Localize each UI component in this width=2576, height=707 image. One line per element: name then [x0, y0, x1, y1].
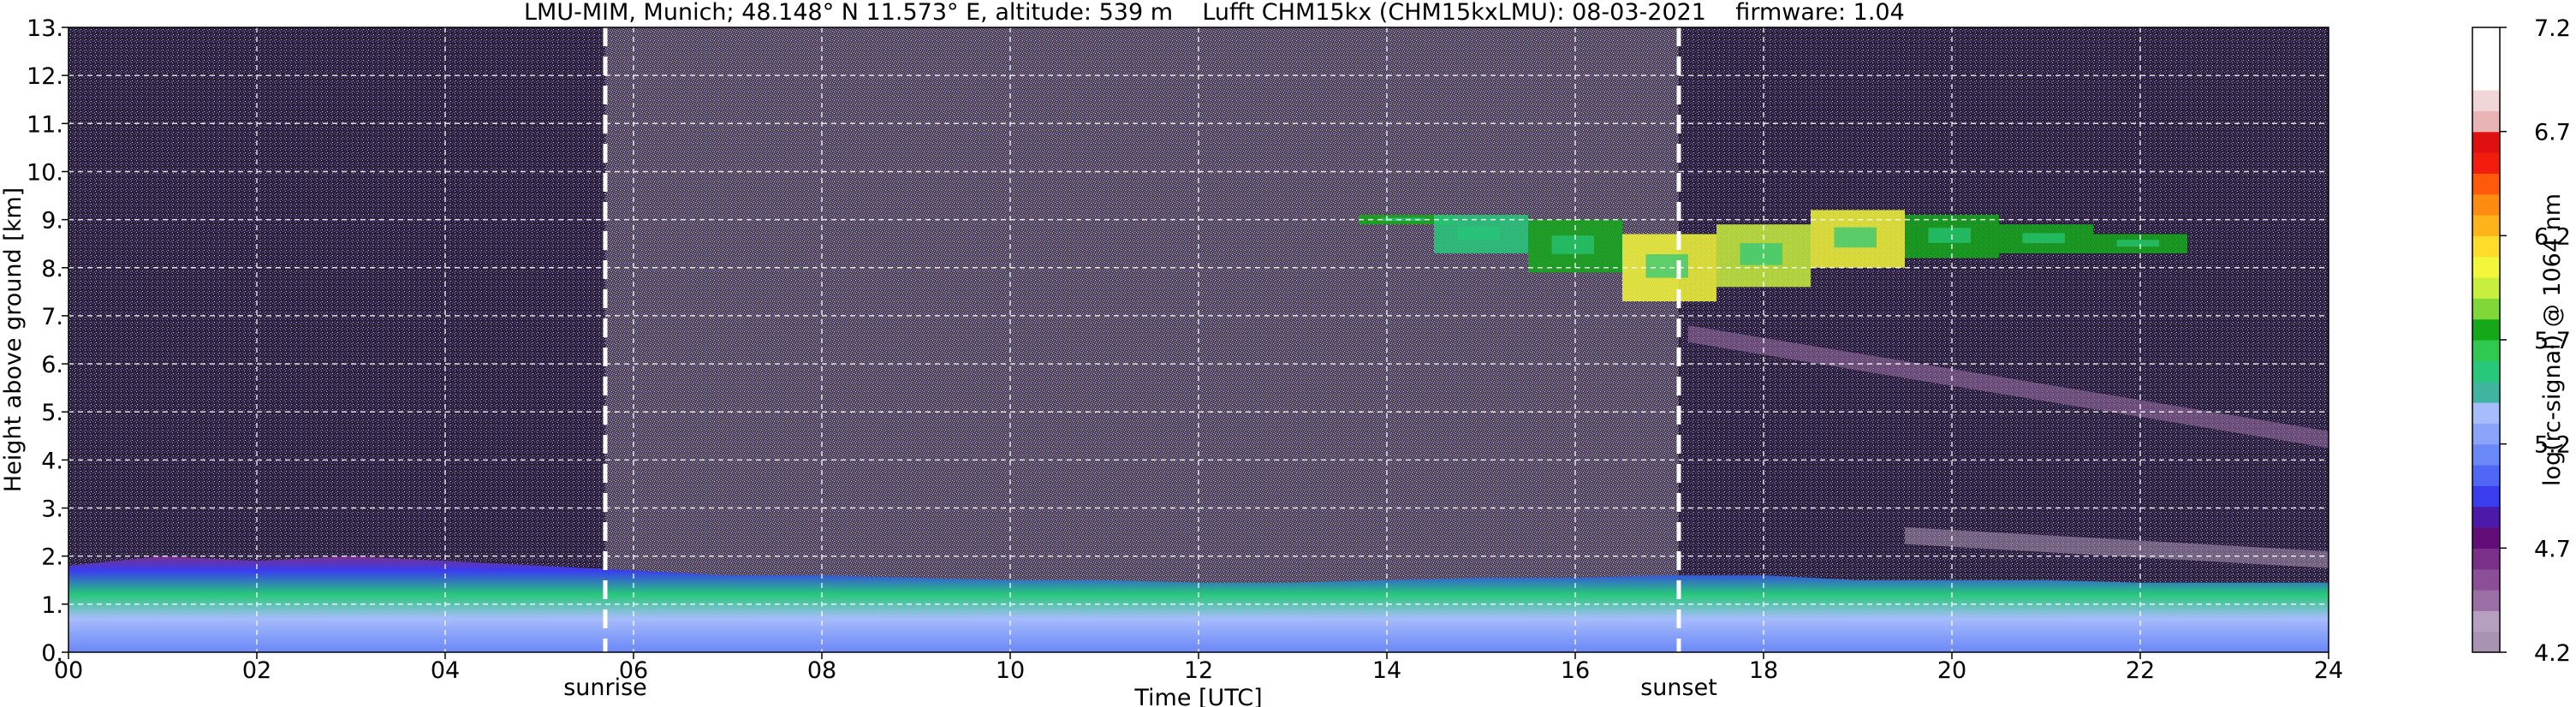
- colorbar-segment: [2472, 48, 2500, 70]
- colorbar-segment: [2472, 527, 2500, 549]
- colorbar-segment: [2472, 402, 2500, 424]
- sun-event-label: sunrise: [563, 674, 647, 701]
- colorbar-segment: [2472, 381, 2500, 403]
- cirrus-core: [1740, 243, 1782, 265]
- aerosol-layer: [1905, 527, 2329, 568]
- colorbar-segment: [2472, 485, 2500, 508]
- colorbar-segment: [2472, 548, 2500, 570]
- colorbar-segment: [2472, 173, 2500, 195]
- x-tick-label: 22: [2126, 657, 2155, 684]
- colorbar-segment: [2472, 298, 2500, 320]
- x-tick-label: 24: [2314, 657, 2343, 684]
- x-tick-label: 10: [996, 657, 1025, 684]
- colorbar-segment: [2472, 193, 2500, 216]
- colorbar-segment: [2472, 27, 2500, 49]
- colorbar-segment: [2472, 318, 2500, 341]
- y-tick-label: 13.: [27, 15, 63, 42]
- colorbar-segment: [2472, 110, 2500, 133]
- y-tick-label: 7.: [41, 304, 63, 330]
- cirrus-core: [1834, 227, 1877, 248]
- aerosol-layer: [1688, 325, 2329, 449]
- cirrus-core: [1551, 235, 1594, 254]
- y-tick-label: 0.: [41, 640, 63, 667]
- y-tick-label: 4.: [41, 448, 63, 474]
- y-axis-label: Height above ground [km]: [0, 187, 27, 492]
- y-tick-label: 1.: [41, 592, 63, 619]
- colorbar-label: log(rc-signal) @ 1064 nm: [2539, 193, 2566, 486]
- colorbar-segment: [2472, 610, 2500, 633]
- colorbar-segment: [2472, 152, 2500, 174]
- x-tick-label: 02: [242, 657, 271, 684]
- x-tick-label: 20: [1937, 657, 1966, 684]
- y-tick-label: 11.: [27, 111, 63, 138]
- cirrus-core: [1645, 254, 1688, 278]
- colorbar-segment: [2472, 443, 2500, 466]
- cirrus-core: [2022, 233, 2065, 244]
- colorbar-tick-label: 4.2: [2534, 640, 2571, 667]
- y-tick-label: 12.: [27, 63, 63, 90]
- colorbar-tick-label: 6.7: [2534, 120, 2571, 146]
- cirrus-core: [1457, 226, 1500, 241]
- x-tick-label: 12: [1184, 657, 1213, 684]
- x-tick-label: 08: [807, 657, 836, 684]
- colorbar-tick-label: 5.7: [2534, 328, 2571, 354]
- y-tick-label: 2.: [41, 544, 63, 571]
- colorbar-segment: [2472, 277, 2500, 299]
- signal-background-daytime: [605, 27, 1679, 652]
- colorbar-segment: [2472, 68, 2500, 91]
- colorbar-segment: [2472, 90, 2500, 111]
- y-tick-label: 8.: [41, 256, 63, 282]
- plot-area: [68, 27, 2329, 653]
- colorbar: [2472, 27, 2501, 653]
- y-tick-label: 10.: [27, 159, 63, 186]
- x-tick-label: 18: [1749, 657, 1778, 684]
- colorbar-tick-label: 4.7: [2534, 536, 2571, 562]
- cirrus-core: [1382, 217, 1425, 222]
- colorbar-tick-label: 6.2: [2534, 223, 2571, 250]
- x-tick-label: 04: [431, 657, 460, 684]
- colorbar-tick-label: 5.2: [2534, 432, 2571, 459]
- x-tick-label: 06: [619, 657, 648, 684]
- colorbar-segment: [2472, 568, 2500, 591]
- cirrus-core: [2116, 240, 2159, 247]
- colorbar-segment: [2472, 631, 2500, 653]
- y-tick-label: 3.: [41, 496, 63, 523]
- cirrus-core: [1928, 228, 1971, 243]
- x-tick-label: 14: [1372, 657, 1401, 684]
- colorbar-segment: [2472, 340, 2500, 361]
- colorbar-segment: [2472, 590, 2500, 611]
- colorbar-segment: [2472, 256, 2500, 278]
- colorbar-tick-label: 7.2: [2534, 15, 2571, 42]
- colorbar-segment: [2472, 235, 2500, 258]
- x-axis-label: Time [UTC]: [1133, 685, 1262, 707]
- colorbar-segment: [2472, 506, 2500, 528]
- colorbar-segment: [2472, 465, 2500, 486]
- y-tick-label: 6.: [41, 352, 63, 378]
- x-tick-label: 00: [54, 657, 83, 684]
- y-tick-label: 5.: [41, 400, 63, 426]
- x-tick-label: 16: [1561, 657, 1590, 684]
- colorbar-segment: [2472, 131, 2500, 153]
- colorbar-segment: [2472, 423, 2500, 445]
- colorbar-segment: [2472, 215, 2500, 236]
- colorbar-segment: [2472, 360, 2500, 383]
- y-tick-label: 9.: [41, 208, 63, 235]
- sun-event-label: sunset: [1640, 674, 1717, 701]
- page-title: LMU-MIM, Munich; 48.148° N 11.573° E, al…: [524, 0, 1905, 26]
